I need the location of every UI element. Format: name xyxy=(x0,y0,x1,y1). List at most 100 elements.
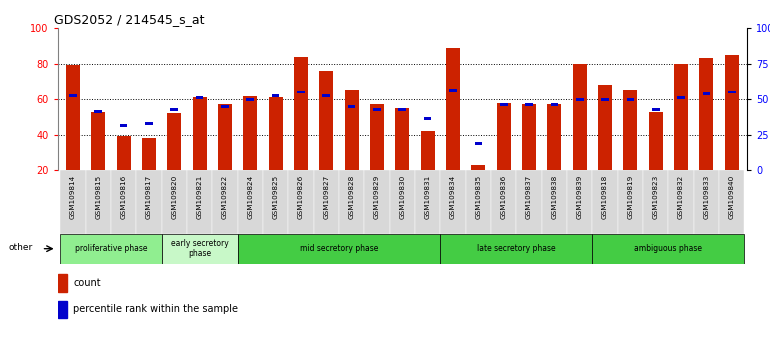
Bar xyxy=(95,110,102,113)
Text: mid secretory phase: mid secretory phase xyxy=(300,244,378,253)
Bar xyxy=(69,94,77,97)
Bar xyxy=(725,55,738,170)
Bar xyxy=(320,71,333,170)
Bar xyxy=(648,112,663,170)
Bar xyxy=(120,124,128,127)
Bar xyxy=(162,170,187,234)
Text: GSM109824: GSM109824 xyxy=(247,175,253,219)
Text: GSM109817: GSM109817 xyxy=(146,175,152,219)
Text: GSM109820: GSM109820 xyxy=(171,175,177,219)
Bar xyxy=(699,58,713,170)
Bar xyxy=(263,170,288,234)
Bar xyxy=(449,89,457,92)
Bar xyxy=(170,108,178,111)
Text: GSM109832: GSM109832 xyxy=(678,175,684,219)
Bar xyxy=(567,170,592,234)
Text: proliferative phase: proliferative phase xyxy=(75,244,147,253)
Bar xyxy=(238,234,440,264)
Bar xyxy=(162,234,238,264)
Text: late secretory phase: late secretory phase xyxy=(477,244,556,253)
Bar xyxy=(187,170,213,234)
Bar xyxy=(497,103,511,170)
Bar xyxy=(702,92,710,95)
Bar xyxy=(370,104,384,170)
Text: GSM109821: GSM109821 xyxy=(196,175,203,219)
Text: GSM109825: GSM109825 xyxy=(273,175,279,219)
Bar xyxy=(238,170,263,234)
Bar xyxy=(446,48,460,170)
Text: GSM109840: GSM109840 xyxy=(728,175,735,219)
Bar xyxy=(466,170,491,234)
Text: GSM109833: GSM109833 xyxy=(703,175,709,219)
Bar xyxy=(192,97,206,170)
Bar xyxy=(395,108,410,170)
Bar xyxy=(719,170,745,234)
Bar xyxy=(491,170,517,234)
Text: early secretory
phase: early secretory phase xyxy=(171,239,229,258)
Bar xyxy=(111,170,136,234)
Bar xyxy=(551,103,558,106)
Bar xyxy=(415,170,440,234)
Bar xyxy=(728,91,735,93)
Bar xyxy=(522,104,536,170)
Bar xyxy=(399,108,406,111)
Text: GSM109815: GSM109815 xyxy=(95,175,102,219)
Bar xyxy=(92,112,105,170)
Text: GSM109837: GSM109837 xyxy=(526,175,532,219)
Bar xyxy=(272,94,280,97)
Bar xyxy=(145,122,152,125)
Bar xyxy=(674,64,688,170)
Bar xyxy=(288,170,313,234)
Bar xyxy=(576,98,584,101)
Bar xyxy=(624,90,638,170)
Bar xyxy=(541,170,567,234)
Bar xyxy=(474,142,482,145)
Bar xyxy=(668,170,694,234)
Bar xyxy=(525,103,533,106)
Bar xyxy=(60,234,162,264)
Bar xyxy=(196,96,203,99)
Bar xyxy=(598,85,612,170)
Bar xyxy=(420,131,434,170)
Text: GSM109830: GSM109830 xyxy=(400,175,405,219)
Bar xyxy=(66,65,80,170)
Bar xyxy=(297,91,305,93)
Bar xyxy=(500,103,507,106)
Bar xyxy=(643,170,668,234)
Text: GSM109818: GSM109818 xyxy=(602,175,608,219)
Bar xyxy=(601,98,609,101)
Bar xyxy=(58,301,68,318)
Text: GSM109816: GSM109816 xyxy=(121,175,126,219)
Bar xyxy=(269,97,283,170)
Bar xyxy=(213,170,238,234)
Bar xyxy=(517,170,541,234)
Bar xyxy=(694,170,719,234)
Bar xyxy=(592,170,618,234)
Bar xyxy=(424,117,431,120)
Bar xyxy=(627,98,634,101)
Text: other: other xyxy=(8,243,33,252)
Bar xyxy=(390,170,415,234)
Bar xyxy=(323,94,330,97)
Bar xyxy=(373,108,381,111)
Bar xyxy=(294,57,308,170)
Text: GSM109834: GSM109834 xyxy=(450,175,456,219)
Text: count: count xyxy=(73,278,101,288)
Text: GSM109835: GSM109835 xyxy=(475,175,481,219)
Text: GSM109814: GSM109814 xyxy=(70,175,76,219)
Bar xyxy=(117,136,131,170)
Text: GSM109826: GSM109826 xyxy=(298,175,304,219)
Bar xyxy=(652,108,660,111)
Bar xyxy=(85,170,111,234)
Bar xyxy=(348,105,356,108)
Bar xyxy=(313,170,339,234)
Text: GSM109827: GSM109827 xyxy=(323,175,330,219)
Bar xyxy=(547,104,561,170)
Bar xyxy=(218,104,232,170)
Text: GSM109823: GSM109823 xyxy=(653,175,658,219)
Bar xyxy=(592,234,745,264)
Text: percentile rank within the sample: percentile rank within the sample xyxy=(73,304,238,314)
Text: GSM109829: GSM109829 xyxy=(374,175,380,219)
Bar xyxy=(440,234,592,264)
Bar xyxy=(60,170,85,234)
